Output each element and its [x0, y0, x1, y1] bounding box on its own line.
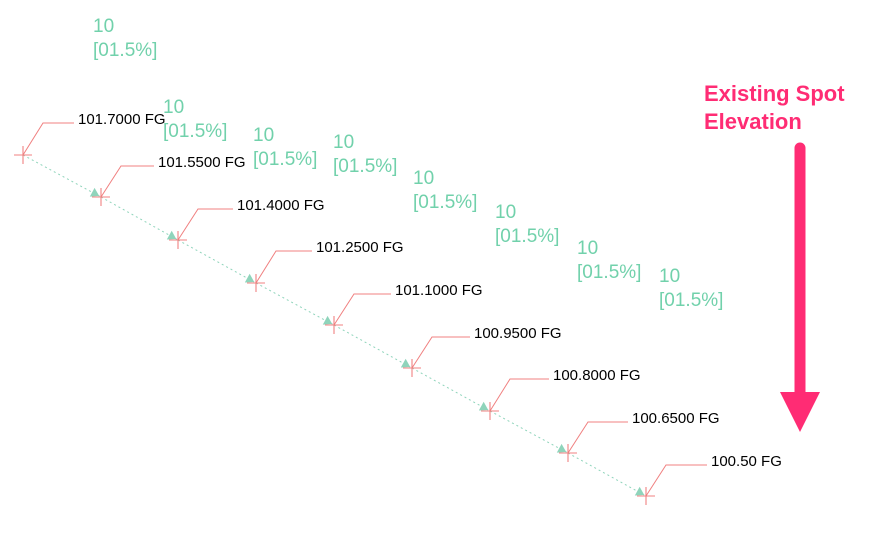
grade-distance: 10 [93, 15, 157, 39]
segment-arrowhead [401, 359, 410, 368]
elevation-label: 101.5500 FG [158, 154, 246, 171]
grade-segment [412, 368, 490, 411]
leader-line [23, 123, 74, 155]
grade-percent: [01.5%] [163, 120, 227, 144]
callout-text: Existing SpotElevation [704, 80, 845, 135]
leader-line [646, 465, 707, 496]
segment-arrowhead [479, 402, 488, 411]
segment-arrowhead [557, 444, 566, 453]
leader-line [256, 251, 312, 283]
callout-line: Elevation [704, 108, 845, 136]
segment-arrowhead [90, 188, 99, 197]
elevation-label: 101.2500 FG [316, 239, 404, 256]
grade-distance: 10 [253, 124, 317, 148]
grade-label: 10[01.5%] [413, 167, 477, 215]
elevation-label: 101.4000 FG [237, 197, 325, 214]
elevation-label: 100.8000 FG [553, 367, 641, 384]
segment-arrowhead [635, 487, 644, 496]
leader-line [568, 422, 628, 453]
grade-percent: [01.5%] [333, 155, 397, 179]
grade-segment [178, 240, 256, 283]
grade-distance: 10 [495, 201, 559, 225]
grade-percent: [01.5%] [93, 39, 157, 63]
grade-percent: [01.5%] [253, 148, 317, 172]
grade-distance: 10 [333, 131, 397, 155]
elevation-label: 100.6500 FG [632, 410, 720, 427]
grade-distance: 10 [163, 96, 227, 120]
grade-label: 10[01.5%] [495, 201, 559, 249]
callout-arrow-cap [795, 143, 806, 154]
grade-segment [568, 453, 646, 496]
leader-line [490, 379, 549, 411]
grade-percent: [01.5%] [495, 225, 559, 249]
segment-arrowhead [323, 316, 332, 325]
elevation-label: 101.1000 FG [395, 282, 483, 299]
grade-label: 10[01.5%] [93, 15, 157, 63]
grade-segment [334, 325, 412, 368]
grade-segment [490, 411, 568, 453]
grade-label: 10[01.5%] [659, 265, 723, 313]
grade-percent: [01.5%] [659, 289, 723, 313]
elevation-label: 101.7000 FG [78, 111, 166, 128]
grade-label: 10[01.5%] [577, 237, 641, 285]
grade-distance: 10 [577, 237, 641, 261]
grade-distance: 10 [659, 265, 723, 289]
grade-percent: [01.5%] [577, 261, 641, 285]
elevation-label: 100.50 FG [711, 453, 782, 470]
grade-label: 10[01.5%] [253, 124, 317, 172]
grade-label: 10[01.5%] [163, 96, 227, 144]
grade-distance: 10 [413, 167, 477, 191]
grade-label: 10[01.5%] [333, 131, 397, 179]
grade-percent: [01.5%] [413, 191, 477, 215]
segment-arrowhead [245, 274, 254, 283]
callout-arrow-icon [780, 148, 820, 432]
callout-line: Existing Spot [704, 80, 845, 108]
grade-segment [23, 155, 101, 197]
leader-line [334, 294, 391, 325]
elevation-diagram: 101.7000 FG 101.5500 FG 101.4000 FG 101.250… [0, 0, 880, 537]
elevation-label: 100.9500 FG [474, 325, 562, 342]
leader-line [178, 209, 233, 240]
grade-segment [101, 197, 178, 240]
grade-segment [256, 283, 334, 325]
leader-line [412, 337, 470, 368]
segment-arrowhead [167, 231, 176, 240]
leader-line [101, 166, 154, 197]
